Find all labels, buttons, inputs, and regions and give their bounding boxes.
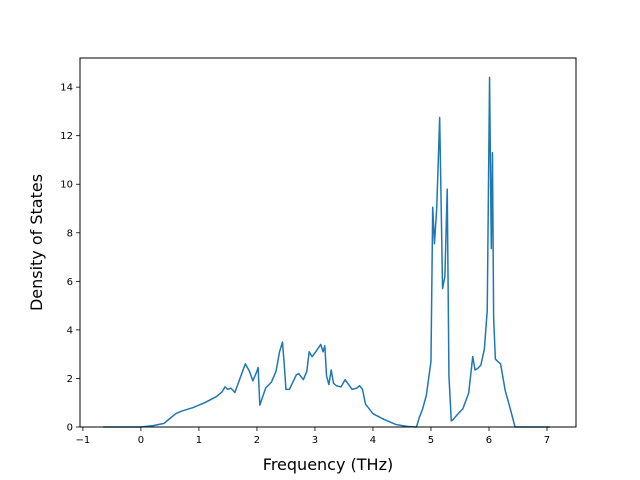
plot-frame	[79, 57, 577, 428]
series-layer	[103, 76, 550, 428]
y-tick-label: 14	[60, 83, 73, 94]
y-tick-label: 8	[67, 228, 73, 239]
x-axis-ticks: −1 0 1 2 3 4 5 6 7	[76, 427, 550, 446]
x-axis-label: Frequency (THz)	[263, 455, 393, 474]
x-tick-label: 2	[254, 435, 260, 446]
x-tick-label: −1	[76, 435, 91, 446]
y-tick-label: 2	[67, 374, 73, 385]
y-tick-label: 10	[60, 180, 73, 191]
x-tick-label: 0	[138, 435, 144, 446]
y-axis-label: Density of States	[27, 174, 46, 311]
dos-series-line	[103, 76, 550, 428]
x-tick-label: 3	[312, 435, 318, 446]
x-tick-label: 1	[196, 435, 202, 446]
y-tick-label: 4	[67, 325, 73, 336]
y-tick-label: 12	[60, 131, 73, 142]
x-tick-label: 4	[370, 435, 376, 446]
x-tick-label: 6	[486, 435, 492, 446]
y-axis-ticks: 0 2 4 6 8 10 12 14	[60, 83, 80, 434]
x-tick-label: 5	[428, 435, 434, 446]
y-tick-label: 6	[67, 277, 73, 288]
x-tick-label: 7	[544, 435, 550, 446]
y-tick-label: 0	[67, 423, 73, 434]
